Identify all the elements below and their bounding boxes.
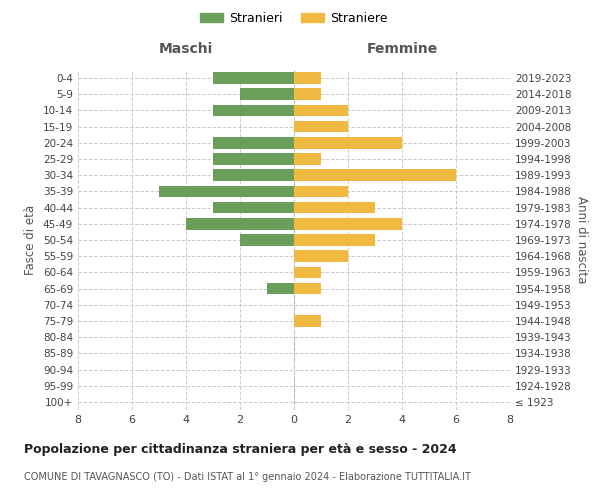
Y-axis label: Anni di nascita: Anni di nascita (575, 196, 588, 284)
Bar (294, 170, 456, 181)
Bar (267, 282, 294, 294)
Bar (294, 218, 402, 230)
Text: Femmine: Femmine (367, 42, 437, 56)
Bar (294, 250, 348, 262)
Bar (240, 234, 294, 246)
Bar (213, 104, 294, 117)
Bar (186, 218, 294, 230)
Bar (213, 153, 294, 165)
Text: Maschi: Maschi (159, 42, 213, 56)
Bar (294, 266, 321, 278)
Legend: Stranieri, Straniere: Stranieri, Straniere (196, 6, 392, 30)
Bar (213, 202, 294, 213)
Bar (294, 104, 348, 117)
Text: COMUNE DI TAVAGNASCO (TO) - Dati ISTAT al 1° gennaio 2024 - Elaborazione TUTTITA: COMUNE DI TAVAGNASCO (TO) - Dati ISTAT a… (24, 472, 471, 482)
Bar (240, 88, 294, 100)
Bar (294, 282, 321, 294)
Bar (294, 315, 321, 327)
Bar (213, 72, 294, 84)
Bar (213, 170, 294, 181)
Bar (294, 234, 375, 246)
Text: Popolazione per cittadinanza straniera per età e sesso - 2024: Popolazione per cittadinanza straniera p… (24, 442, 457, 456)
Bar (294, 202, 375, 213)
Bar (294, 121, 348, 132)
Bar (294, 153, 321, 165)
Bar (294, 88, 321, 100)
Bar (159, 186, 294, 198)
Y-axis label: Fasce di età: Fasce di età (25, 205, 37, 275)
Bar (213, 137, 294, 148)
Bar (294, 186, 348, 198)
Bar (294, 72, 321, 84)
Bar (294, 137, 402, 148)
